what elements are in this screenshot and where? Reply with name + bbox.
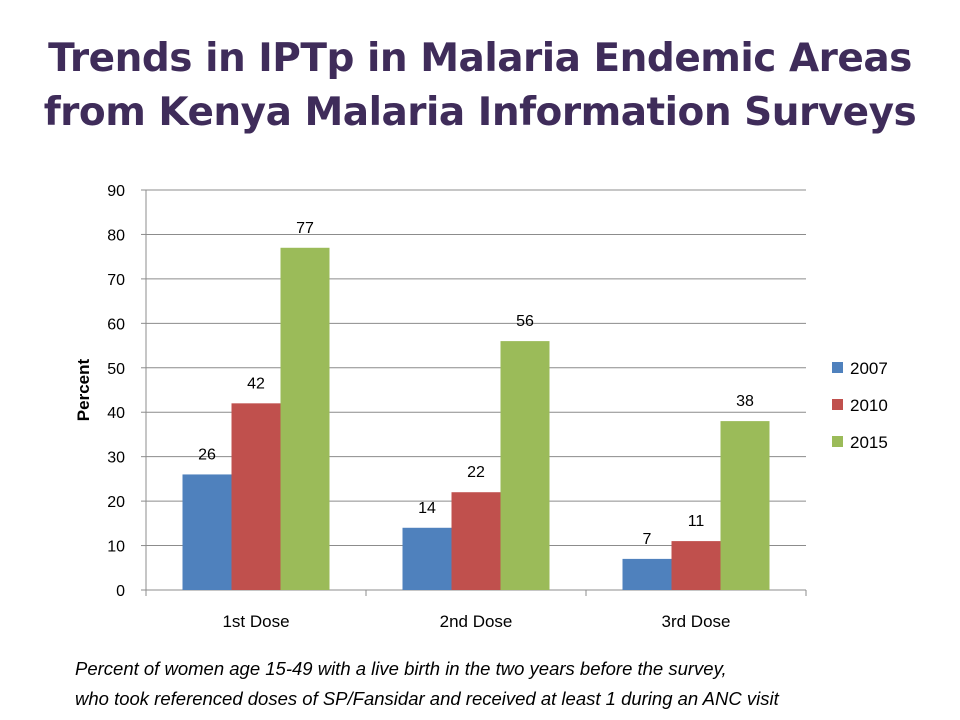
- data-label: 38: [736, 393, 754, 410]
- bar-2015-1: [280, 247, 330, 590]
- bar-2010-1: [231, 403, 281, 590]
- y-tick-label: 80: [107, 227, 125, 244]
- chart-footnote: Percent of women age 15-49 with a live b…: [75, 654, 945, 714]
- y-tick-label: 90: [107, 183, 125, 200]
- y-tick-label: 30: [107, 450, 125, 467]
- bar-2010-3: [671, 541, 721, 590]
- legend-swatch: [832, 436, 843, 447]
- legend-swatch: [832, 399, 843, 410]
- footnote-line-2: who took referenced doses of SP/Fansidar…: [75, 688, 779, 709]
- data-label: 42: [247, 375, 265, 392]
- legend-swatch: [832, 362, 843, 373]
- data-label: 26: [198, 446, 216, 463]
- data-label: 22: [467, 464, 485, 481]
- data-label: 7: [643, 531, 652, 548]
- x-tick-label: 2nd Dose: [440, 612, 513, 631]
- y-tick-label: 0: [116, 583, 125, 600]
- data-label: 56: [516, 313, 534, 330]
- y-tick-label: 10: [107, 539, 125, 556]
- data-label: 14: [418, 500, 436, 517]
- page-title: Trends in IPTp in Malaria Endemic Areas …: [0, 32, 960, 140]
- title-line-2: from Kenya Malaria Information Surveys: [43, 90, 917, 135]
- footnote-line-1: Percent of women age 15-49 with a live b…: [75, 658, 727, 679]
- bar-2007-1: [182, 474, 232, 590]
- legend-label: 2007: [850, 359, 888, 378]
- y-tick-label: 20: [107, 494, 125, 511]
- data-label: 77: [296, 220, 314, 237]
- data-label: 11: [688, 513, 705, 530]
- bar-2007-3: [622, 558, 672, 590]
- bar-2015-2: [500, 341, 550, 590]
- y-tick-label: 70: [107, 272, 125, 289]
- y-tick-label: 50: [107, 361, 125, 378]
- legend-label: 2010: [850, 396, 888, 415]
- x-tick-label: 1st Dose: [222, 612, 289, 631]
- bar-2007-2: [402, 527, 452, 590]
- y-tick-label: 40: [107, 405, 125, 422]
- title-line-1: Trends in IPTp in Malaria Endemic Areas: [48, 36, 912, 81]
- x-tick-label: 3rd Dose: [662, 612, 731, 631]
- legend-label: 2015: [850, 433, 888, 452]
- bar-2010-2: [451, 492, 501, 590]
- y-axis-label: Percent: [74, 358, 93, 421]
- y-tick-label: 60: [107, 316, 125, 333]
- bar-2015-3: [720, 421, 770, 590]
